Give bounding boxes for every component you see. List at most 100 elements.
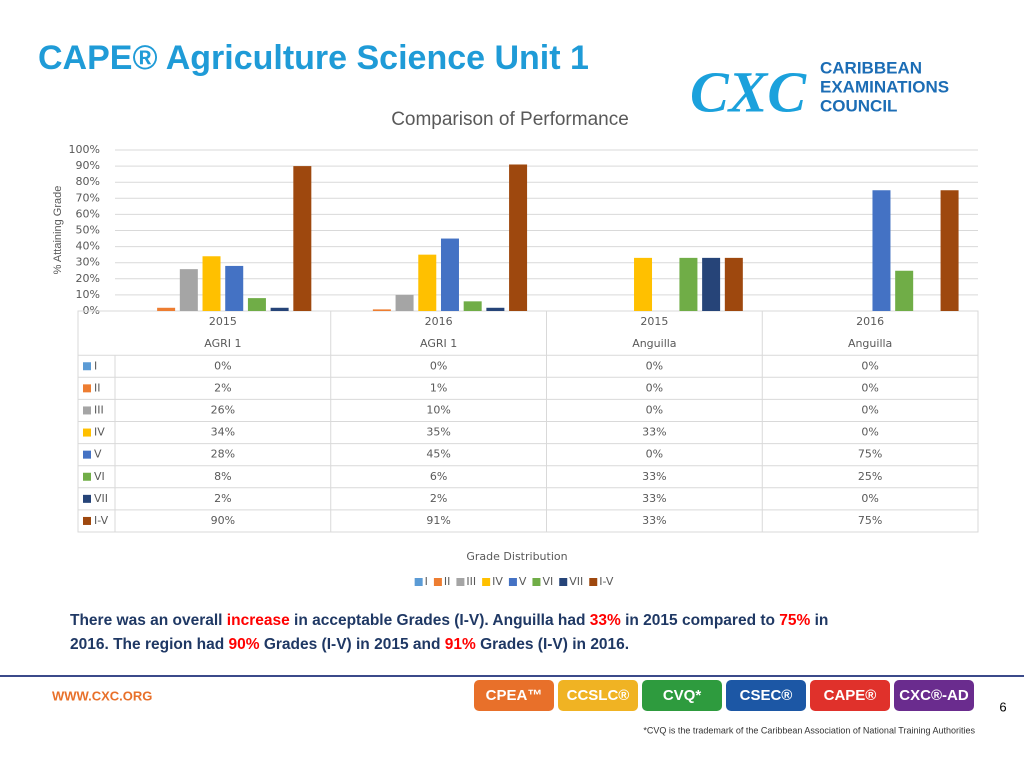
table-cell: 33% [642,426,666,439]
legend-key [83,384,91,393]
table-cell: 0% [861,426,878,439]
bar [463,301,482,311]
logo-text: COUNCIL [820,96,897,115]
y-tick-label: 70% [76,191,100,204]
table-cell: 26% [211,403,235,416]
legend-key [83,428,91,437]
legend-label: III [466,575,476,588]
summary-text: 2016. The region had 90% Grades (I-V) in… [70,636,629,653]
bar [702,257,721,311]
x-tick-label: 2016 [425,315,453,328]
x-tick-label: AGRI 1 [420,337,457,350]
legend-key [433,578,442,586]
summary-segment: in [810,612,828,629]
y-axis-label: % Attaining Grade [52,186,64,275]
table-cell: 1% [430,381,447,394]
summary-segment: Grades (I-V) in 2016. [476,636,629,653]
badge-label: CCSLC® [567,687,630,704]
y-tick-label: 90% [76,159,100,172]
legend-key [83,450,91,459]
logo-text: EXAMINATIONS [820,77,949,96]
bar [509,164,528,311]
legend-key [456,578,465,586]
legend-label: I [425,575,428,588]
chart-title: Comparison of Performance [391,109,629,130]
table-cell: 2% [214,381,231,394]
y-tick-label: 20% [76,272,100,285]
footnote: *CVQ is the trademark of the Caribbean A… [643,725,975,735]
table-row-label: I [94,359,97,372]
table-cell: 45% [426,448,450,461]
table-row-label: V [94,448,102,461]
legend-key [414,578,423,586]
bar [679,257,698,311]
summary-segment: in acceptable Grades (I-V). Anguilla had [290,612,590,629]
legend-key [83,406,91,415]
bar [634,257,653,311]
bar [179,269,198,311]
table-cell: 33% [642,514,666,527]
table-cell: 2% [214,492,231,505]
summary-segment: Grades (I-V) in 2015 and [260,636,445,653]
legend-key [589,578,598,586]
summary-text: There was an overall increase in accepta… [70,612,828,629]
badge [810,680,890,711]
y-tick-label: 100% [69,143,100,156]
slide-title: CAPE® Agriculture Science Unit 1 [38,39,589,77]
legend-key [83,516,91,525]
bar [157,307,176,311]
table-cell: 2% [430,492,447,505]
legend-label: I-V [599,575,614,588]
x-tick-label: AGRI 1 [204,337,241,350]
badge-label: CSEC® [740,687,793,704]
x-tick-label: Anguilla [632,337,676,350]
badge [642,680,722,711]
badge-label: CVQ* [663,687,702,704]
y-tick-label: 10% [76,288,100,301]
table-cell: 0% [646,403,663,416]
bar [940,190,959,311]
table-row-label: I-V [94,514,109,527]
summary-segment: There was an overall [70,612,227,629]
badge [474,680,554,711]
table-cell: 0% [861,492,878,505]
y-tick-label: 40% [76,240,100,253]
table-row-label: III [94,403,104,416]
table-cell: 34% [211,426,235,439]
y-tick-label: 30% [76,256,100,269]
table-cell: 33% [642,470,666,483]
x-tick-label: 2015 [640,315,668,328]
table-cell: 6% [430,470,447,483]
y-tick-label: 80% [76,175,100,188]
table-cell: 0% [430,359,447,372]
page-number: 6 [999,699,1006,714]
bar [247,298,266,311]
bar [225,265,244,311]
table-cell: 0% [861,381,878,394]
table-cell: 0% [646,381,663,394]
summary-highlight: 33% [590,612,621,629]
table-row-label: IV [94,426,105,439]
y-tick-label: 50% [76,224,100,237]
footer-url: WWW.CXC.ORG [52,688,152,703]
bar [202,256,221,311]
summary-highlight: 75% [779,612,810,629]
logo-mark: CXC [690,59,807,124]
legend-key [532,578,541,586]
bar [372,309,391,311]
table-cell: 25% [858,470,882,483]
bar [440,238,459,311]
legend-label: II [444,575,451,588]
bar [270,307,289,311]
table-cell: 0% [214,359,231,372]
table-row-label: VII [94,492,108,505]
summary-highlight: 91% [445,636,476,653]
legend-key [559,578,568,586]
summary-highlight: increase [227,612,290,629]
badge [558,680,638,711]
legend-label: V [519,575,527,588]
legend-label: VII [569,575,583,588]
bar [418,254,437,311]
legend-title: Grade Distribution [466,550,567,563]
